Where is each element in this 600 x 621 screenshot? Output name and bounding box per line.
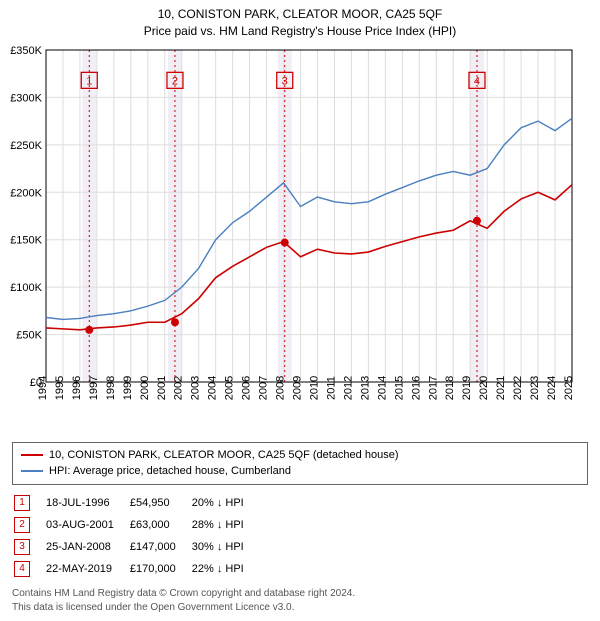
svg-text:2005: 2005 (224, 375, 236, 399)
svg-text:2008: 2008 (275, 375, 287, 399)
svg-text:2000: 2000 (139, 375, 151, 399)
svg-text:3: 3 (282, 75, 288, 87)
chart-svg: £0£50K£100K£150K£200K£250K£300K£350K1994… (6, 44, 576, 434)
attribution-footer: Contains HM Land Registry data © Crown c… (12, 587, 588, 615)
title-line-2: Price paid vs. HM Land Registry's House … (6, 23, 594, 40)
sale-delta: 30% ↓ HPI (192, 537, 258, 557)
sale-marker-icon: 3 (14, 539, 30, 555)
title-line-1: 10, CONISTON PARK, CLEATOR MOOR, CA25 5Q… (6, 6, 594, 23)
svg-text:2024: 2024 (546, 375, 558, 399)
sale-price: £63,000 (130, 515, 190, 535)
svg-text:2011: 2011 (325, 376, 337, 400)
svg-text:1999: 1999 (122, 375, 134, 399)
sale-row: 1 18-JUL-1996£54,95020% ↓ HPI (14, 493, 258, 513)
svg-text:2007: 2007 (258, 375, 270, 399)
svg-text:1994: 1994 (37, 375, 49, 399)
svg-text:2022: 2022 (512, 375, 524, 399)
svg-text:2: 2 (172, 75, 178, 87)
svg-text:£200K: £200K (10, 187, 42, 199)
footer-line-2: This data is licensed under the Open Gov… (12, 601, 588, 615)
sale-marker-cell: 2 (14, 515, 44, 535)
svg-text:1998: 1998 (105, 375, 117, 399)
sale-row: 2 03-AUG-2001£63,00028% ↓ HPI (14, 515, 258, 535)
svg-text:2001: 2001 (156, 375, 168, 399)
svg-text:£150K: £150K (10, 234, 42, 246)
sale-delta: 20% ↓ HPI (192, 493, 258, 513)
svg-text:£300K: £300K (10, 92, 42, 104)
legend-swatch (21, 470, 43, 472)
svg-text:2014: 2014 (376, 375, 388, 399)
sale-marker-icon: 1 (14, 495, 30, 511)
sale-price: £170,000 (130, 559, 190, 579)
sale-delta: 22% ↓ HPI (192, 559, 258, 579)
sales-table: 1 18-JUL-1996£54,95020% ↓ HPI 2 03-AUG-2001… (12, 491, 260, 581)
sale-date: 18-JUL-1996 (46, 493, 128, 513)
svg-text:2021: 2021 (495, 375, 507, 399)
svg-text:£350K: £350K (10, 45, 42, 57)
legend-label: 10, CONISTON PARK, CLEATOR MOOR, CA25 5Q… (49, 447, 398, 464)
svg-text:2018: 2018 (444, 375, 456, 399)
svg-text:2012: 2012 (342, 375, 354, 399)
legend-label: HPI: Average price, detached house, Cumb… (49, 463, 291, 480)
svg-text:2019: 2019 (461, 375, 473, 399)
svg-text:2010: 2010 (308, 375, 320, 399)
svg-text:1996: 1996 (71, 375, 83, 399)
sale-row: 3 25-JAN-2008£147,00030% ↓ HPI (14, 537, 258, 557)
svg-text:£50K: £50K (16, 329, 42, 341)
sale-price: £147,000 (130, 537, 190, 557)
sale-row: 4 22-MAY-2019£170,00022% ↓ HPI (14, 559, 258, 579)
svg-text:2025: 2025 (563, 375, 575, 399)
svg-text:2009: 2009 (292, 375, 304, 399)
svg-text:2004: 2004 (207, 375, 219, 399)
svg-text:1: 1 (86, 75, 92, 87)
svg-text:2016: 2016 (410, 375, 422, 399)
footer-line-1: Contains HM Land Registry data © Crown c… (12, 587, 588, 601)
sale-date: 22-MAY-2019 (46, 559, 128, 579)
svg-text:2013: 2013 (359, 375, 371, 399)
svg-text:1995: 1995 (54, 375, 66, 399)
svg-text:1997: 1997 (88, 375, 100, 399)
sale-marker-cell: 1 (14, 493, 44, 513)
sale-marker-cell: 3 (14, 537, 44, 557)
legend-item: HPI: Average price, detached house, Cumb… (21, 463, 579, 480)
chart-title: 10, CONISTON PARK, CLEATOR MOOR, CA25 5Q… (6, 6, 594, 40)
price-chart: £0£50K£100K£150K£200K£250K£300K£350K1994… (6, 44, 576, 434)
chart-legend: 10, CONISTON PARK, CLEATOR MOOR, CA25 5Q… (12, 442, 588, 485)
svg-text:2017: 2017 (427, 375, 439, 399)
sale-marker-icon: 2 (14, 517, 30, 533)
svg-text:2003: 2003 (190, 375, 202, 399)
svg-text:2023: 2023 (529, 375, 541, 399)
svg-text:2002: 2002 (173, 375, 185, 399)
sale-date: 25-JAN-2008 (46, 537, 128, 557)
sale-price: £54,950 (130, 493, 190, 513)
sale-marker-cell: 4 (14, 559, 44, 579)
svg-text:2020: 2020 (478, 375, 490, 399)
svg-text:4: 4 (474, 75, 480, 87)
sale-date: 03-AUG-2001 (46, 515, 128, 535)
svg-text:£100K: £100K (10, 282, 42, 294)
svg-text:£250K: £250K (10, 139, 42, 151)
svg-text:2015: 2015 (393, 375, 405, 399)
sale-delta: 28% ↓ HPI (192, 515, 258, 535)
legend-swatch (21, 454, 43, 456)
sale-marker-icon: 4 (14, 561, 30, 577)
svg-text:2006: 2006 (241, 375, 253, 399)
legend-item: 10, CONISTON PARK, CLEATOR MOOR, CA25 5Q… (21, 447, 579, 464)
